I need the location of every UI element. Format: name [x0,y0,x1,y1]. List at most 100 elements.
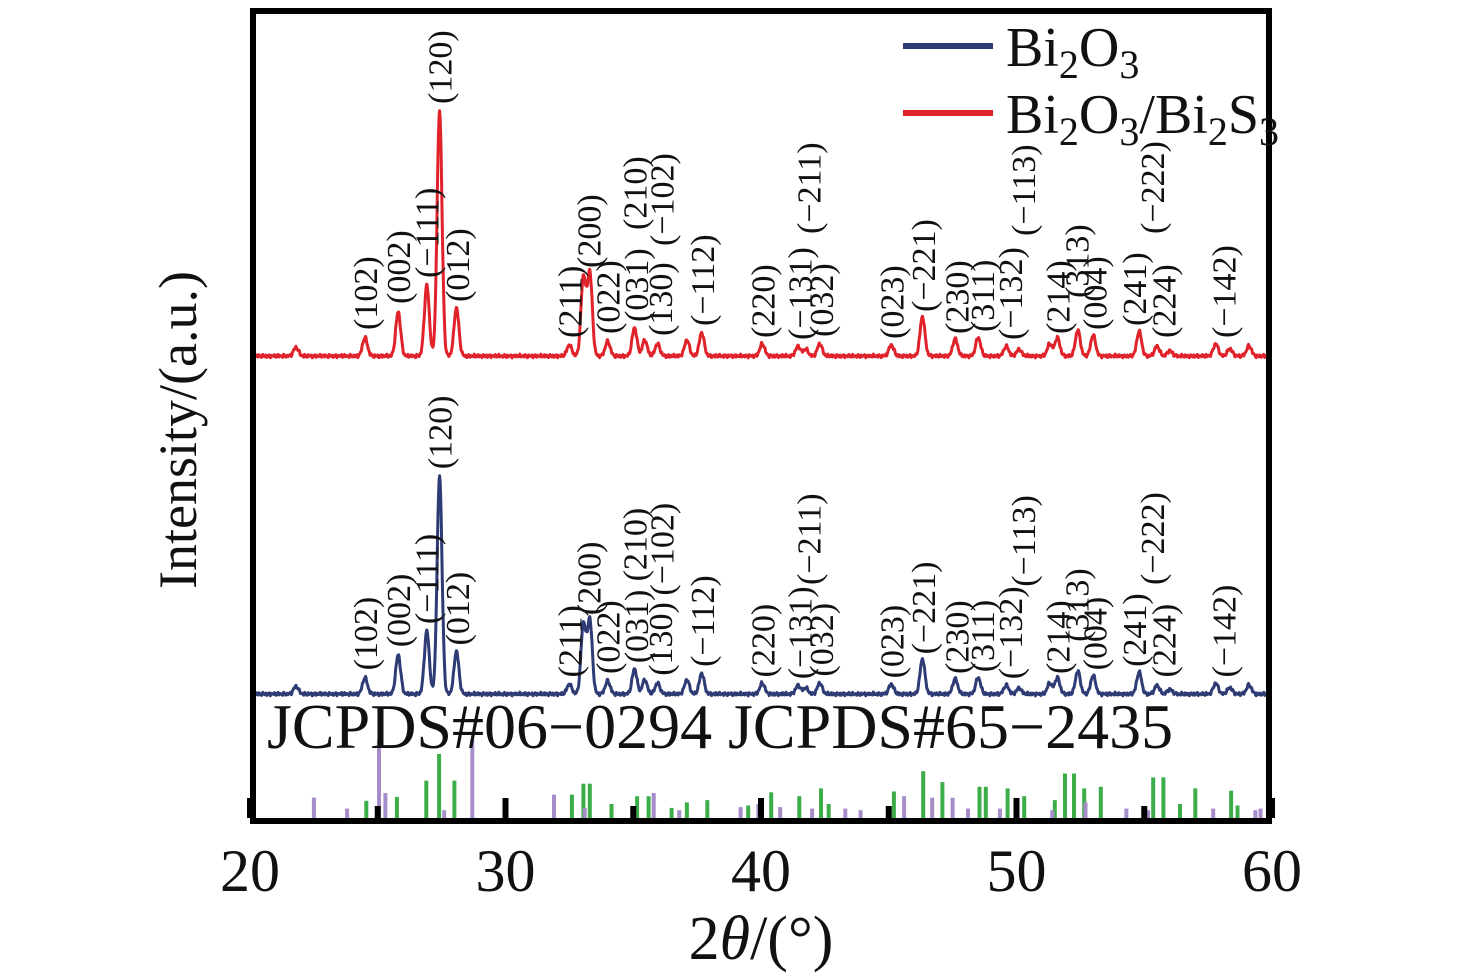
ref-stick [1161,777,1166,818]
x-tick-minor [374,806,381,818]
ref-stick [977,786,982,818]
peak-label: (210) [618,508,655,582]
ref-stick [891,791,896,818]
x-tick-major [758,798,764,818]
jcpds-label-bi2o3: JCPDS#06−0294 [267,691,712,762]
x-axis-ticks-layer [247,798,1275,818]
ref-stick [452,780,457,818]
peak-label: (−131) [782,586,819,679]
ref-stick [843,808,848,818]
x-tick-minor [1141,806,1148,818]
ref-stick [738,807,743,818]
ref-stick [966,808,970,818]
ref-stick [1211,808,1216,818]
ref-stick [902,796,907,818]
curve-bi2o3 [250,474,1272,698]
ref-stick [940,782,945,818]
peak-label: (120) [423,30,460,104]
peak-labels-bottom: (102)(002)(−111) (120) (012) (211)(200)(022… [348,396,1244,680]
ref-stick [587,783,592,818]
ref-stick [383,793,388,818]
x-tick-minor [630,806,637,818]
peak-label: (311) [965,260,1002,332]
ref-stick [930,797,935,818]
peak-label: (211) [552,605,589,677]
ref-stick [1098,786,1103,818]
peak-label: (032) [804,263,841,337]
ref-stick [311,797,316,818]
x-tick-label: 20 [220,838,280,904]
x-tick-label: 30 [476,838,536,904]
peak-label: (022) [591,260,628,334]
peak-label: (002) [381,574,418,648]
ref-stick [582,807,587,818]
peak-label: (210) [618,156,655,230]
ref-stick [921,771,926,818]
x-tick-label: 50 [987,838,1047,904]
ref-stick [1050,810,1055,818]
peak-label: (230) [940,260,977,334]
peak-label: (−102) [644,153,681,246]
ref-stick [826,804,831,818]
peak-label: (031) [619,590,656,664]
peak-label: (032) [804,603,841,677]
ref-stick [810,808,815,818]
peak-label: (313) [1060,224,1097,298]
ref-stick [950,797,955,818]
x-tick-labels: 20 30 40 50 60 [220,838,1302,904]
peak-label: (313) [1060,568,1097,642]
peak-labels-top: (102)(002)(−111) (120) (012) (211)(200)(022… [348,30,1244,340]
ref-stick [609,804,614,818]
peak-label: (023) [874,265,911,339]
peak-label: (311) [965,600,1002,672]
ref-stick [442,810,447,818]
peak-label: (102) [348,256,385,330]
peak-label: (031) [619,248,656,322]
ref-stick [684,802,689,818]
ref-stick [651,793,656,818]
ref-stick [1151,777,1156,818]
reference-sticks-layer [311,740,1263,818]
peak-label: (−222) [1135,141,1172,234]
ref-stick [1253,810,1258,818]
ref-stick [1072,773,1076,818]
ref-sticks-bi2s3 [311,740,1263,818]
peak-label: (−102) [644,503,681,596]
peak-label: (004) [1077,597,1114,671]
legend-label-bi2o3: Bi2O3 [1006,17,1139,87]
ref-stick [1193,788,1198,818]
peak-label: (−113) [1006,495,1043,587]
ref-stick [646,796,651,818]
peak-label: (130) [643,262,680,336]
ref-stick [669,807,674,818]
ref-stick [677,810,682,818]
peak-label: (224) [1146,264,1183,338]
ref-stick [983,786,988,818]
ref-stick [1063,773,1067,818]
legend-label-bi2o3-bi2s3: Bi2O3/Bi2S3 [1006,84,1279,154]
peak-label: (−132) [993,586,1030,679]
peak-label: (224) [1146,604,1183,678]
peak-label: (102) [348,597,385,671]
peak-label: (−142) [1207,585,1244,678]
y-axis-title: Intensity/(a.u.) [148,271,208,589]
ref-stick [746,805,751,818]
peak-label: (−142) [1207,245,1244,338]
ref-stick [769,792,774,818]
plot-border [250,8,1272,824]
peak-label: (004) [1077,256,1114,330]
ref-stick [778,807,783,818]
ref-stick [1124,808,1129,818]
ref-stick [569,794,574,818]
peak-label: (−112) [685,234,722,326]
ref-stick [552,794,556,818]
peak-label: (−222) [1135,492,1172,585]
x-tick-label: 60 [1242,838,1302,904]
peak-labels-layer: (102)(002)(−111)(120)(012) (211)(200)(022… [348,30,1244,679]
ref-stick [437,754,442,818]
jcpds-label-bi2s3: JCPDS#65−2435 [728,691,1173,762]
peak-label: (211) [552,266,589,338]
x-tick-minor [885,806,892,818]
ref-stick [394,796,399,818]
